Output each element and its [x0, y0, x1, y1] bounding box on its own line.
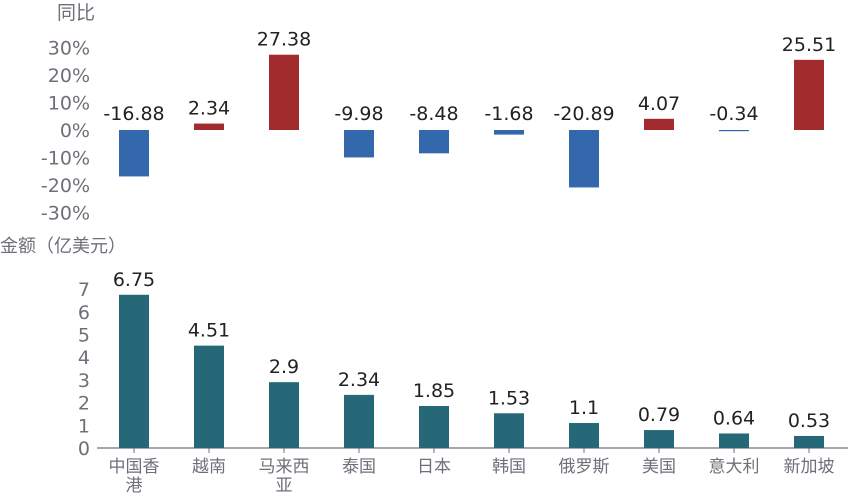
yoy-bar — [119, 130, 149, 177]
yoy-value-label: -1.68 — [484, 103, 533, 125]
amount-bar — [719, 433, 749, 448]
category-label: 韩国 — [492, 457, 526, 477]
top-chart-y-label: 同比 — [57, 2, 95, 24]
y-tick-label: 30% — [48, 38, 90, 60]
amount-bar — [119, 294, 149, 448]
y-tick-label: 7 — [78, 279, 90, 301]
category-label: 俄罗斯 — [559, 457, 610, 477]
amount-value-label: 0.64 — [713, 407, 755, 429]
yoy-bar — [494, 130, 524, 135]
yoy-value-label: -8.48 — [409, 103, 458, 125]
category-label: 亚 — [276, 476, 293, 493]
amount-value-label: 4.51 — [188, 320, 230, 342]
amount-value-label: 0.79 — [638, 404, 680, 426]
yoy-value-label: 4.07 — [638, 93, 680, 115]
yoy-value-label: 27.38 — [257, 29, 311, 51]
amount-bar — [644, 430, 674, 448]
y-tick-label: 3 — [78, 370, 90, 392]
y-tick-label: 5 — [78, 325, 90, 347]
amount-value-label: 0.53 — [788, 410, 830, 432]
amount-bar — [344, 394, 374, 448]
amount-value-label: 2.9 — [269, 356, 299, 378]
amount-value-label: 1.1 — [569, 397, 599, 419]
category-label: 泰国 — [342, 457, 376, 477]
y-tick-label: 10% — [48, 93, 90, 115]
yoy-bar — [194, 123, 224, 130]
amount-bar — [194, 345, 224, 448]
yoy-value-label: -16.88 — [103, 103, 164, 125]
y-tick-label: 6 — [78, 302, 90, 324]
amount-bar — [269, 382, 299, 448]
category-label: 意大利 — [709, 457, 760, 477]
category-label: 新加坡 — [784, 457, 835, 477]
y-tick-label: -10% — [41, 148, 90, 170]
y-tick-label: 2 — [78, 393, 90, 415]
amount-value-label: 1.53 — [488, 387, 530, 409]
yoy-bar — [344, 130, 374, 158]
yoy-bar — [419, 130, 449, 154]
amount-value-label: 6.75 — [113, 269, 155, 291]
bottom-chart-y-label: 金额（亿美元） — [0, 236, 126, 257]
category-label: 美国 — [642, 457, 676, 477]
y-tick-label: -20% — [41, 175, 90, 197]
y-tick-label: 0% — [60, 120, 90, 142]
category-label: 越南 — [192, 457, 226, 477]
yoy-bar — [569, 130, 599, 188]
amount-value-label: 1.85 — [413, 380, 455, 402]
y-tick-label: 4 — [78, 347, 90, 369]
yoy-bar — [794, 59, 824, 130]
category-label: 日本 — [417, 457, 451, 477]
category-label: 港 — [126, 476, 143, 493]
yoy-value-label: 2.34 — [188, 98, 230, 120]
yoy-bar — [269, 54, 299, 130]
amount-bar — [419, 406, 449, 448]
y-tick-label: 1 — [78, 415, 90, 437]
yoy-value-label: -9.98 — [334, 103, 383, 125]
y-tick-label: 0 — [78, 438, 90, 460]
yoy-value-label: -0.34 — [709, 103, 758, 125]
yoy-value-label: -20.89 — [553, 103, 614, 125]
category-label: 马来西 — [259, 457, 310, 477]
amount-value-label: 2.34 — [338, 369, 380, 391]
yoy-value-label: 25.51 — [782, 34, 836, 56]
amount-bar — [569, 423, 599, 448]
amount-bar — [794, 435, 824, 448]
y-tick-label: 20% — [48, 65, 90, 87]
yoy-bar — [644, 118, 674, 130]
y-tick-label: -30% — [41, 203, 90, 225]
amount-bar — [494, 413, 524, 448]
category-label: 中国香 — [109, 457, 160, 477]
yoy-bar — [719, 130, 749, 132]
